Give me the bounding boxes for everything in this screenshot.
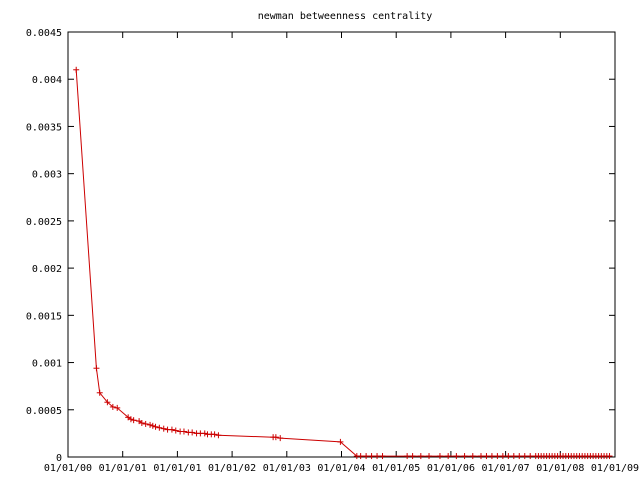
data-point: [505, 453, 512, 460]
data-point: [521, 453, 528, 460]
data-point: [93, 365, 100, 372]
data-point: [127, 416, 134, 423]
data-point: [516, 453, 523, 460]
data-point: [426, 453, 433, 460]
data-point: [201, 430, 208, 437]
data-point: [494, 453, 501, 460]
data-point: [168, 426, 175, 433]
data-point: [337, 438, 344, 445]
data-point: [189, 429, 196, 436]
data-point: [477, 453, 484, 460]
data-point: [404, 453, 411, 460]
data-point: [606, 453, 613, 460]
data-point: [527, 453, 534, 460]
x-tick-label: 01/01/01: [153, 463, 201, 474]
series-line: [75, 69, 610, 457]
x-tick-label: 01/01/09: [591, 463, 639, 474]
data-point: [172, 427, 179, 434]
data-point: [445, 453, 452, 460]
y-tick-label: 0.0025: [26, 217, 62, 228]
y-axis: 0 0.0005 0.001 0.0015 0.002 0.0025 0.003 0.0035…: [26, 28, 615, 464]
data-point: [469, 453, 476, 460]
data-point: [104, 399, 111, 406]
data-point: [215, 432, 222, 439]
data-point: [160, 425, 167, 432]
data-point: [96, 389, 103, 396]
data-point: [417, 453, 424, 460]
data-point: [488, 453, 495, 460]
data-point: [138, 420, 145, 426]
x-tick-label: 01/01/05: [372, 463, 420, 474]
data-point: [368, 453, 375, 460]
data-point: [109, 403, 116, 410]
data-point: [149, 422, 156, 429]
x-tick-label: 01/01/03: [263, 463, 311, 474]
y-tick-label: 0.003: [32, 170, 62, 181]
data-point: [357, 453, 364, 460]
y-tick-label: 0.0035: [26, 122, 62, 133]
data-point: [453, 453, 460, 460]
x-tick-label: 01/01/07: [482, 463, 530, 474]
data-point: [510, 453, 517, 460]
y-tick-label: 0: [56, 453, 62, 464]
x-tick-label: 01/01/01: [99, 463, 147, 474]
data-point: [272, 434, 279, 441]
y-tick-label: 0.002: [32, 264, 62, 275]
x-tick-label: 01/01/02: [208, 463, 256, 474]
data-point: [461, 453, 468, 460]
plot-border: [67, 31, 616, 458]
x-tick-label: 01/01/04: [317, 463, 365, 474]
data-point: [130, 417, 137, 424]
data-point: [142, 420, 149, 427]
data-point: [73, 66, 80, 73]
data-point: [483, 453, 490, 460]
data-point: [147, 421, 154, 428]
x-axis: 01/01/00 01/01/01 01/01/01 01/01/02 01/01/03…: [44, 32, 639, 474]
data-point: [379, 453, 386, 460]
y-tick-label: 0.0005: [26, 406, 62, 417]
data-point: [211, 431, 218, 438]
data-point: [363, 453, 370, 460]
data-point: [409, 453, 416, 460]
y-tick-label: 0.0045: [26, 28, 62, 39]
y-tick-label: 0.001: [32, 359, 62, 370]
data-point: [152, 423, 159, 430]
data-point: [156, 424, 163, 431]
series-layer: [73, 66, 613, 460]
y-tick-label: 0.0015: [26, 311, 62, 322]
data-point: [499, 453, 506, 460]
data-point: [180, 428, 187, 435]
x-tick-label: 01/01/08: [536, 463, 584, 474]
y-tick-label: 0.004: [32, 75, 62, 86]
data-point: [114, 404, 121, 411]
x-tick-label: 01/01/00: [44, 463, 92, 474]
data-point: [374, 453, 381, 460]
data-point: [277, 435, 284, 442]
data-point: [436, 453, 443, 460]
x-tick-label: 01/01/06: [427, 463, 475, 474]
chart-title: newman betweenness centrality: [258, 11, 433, 22]
